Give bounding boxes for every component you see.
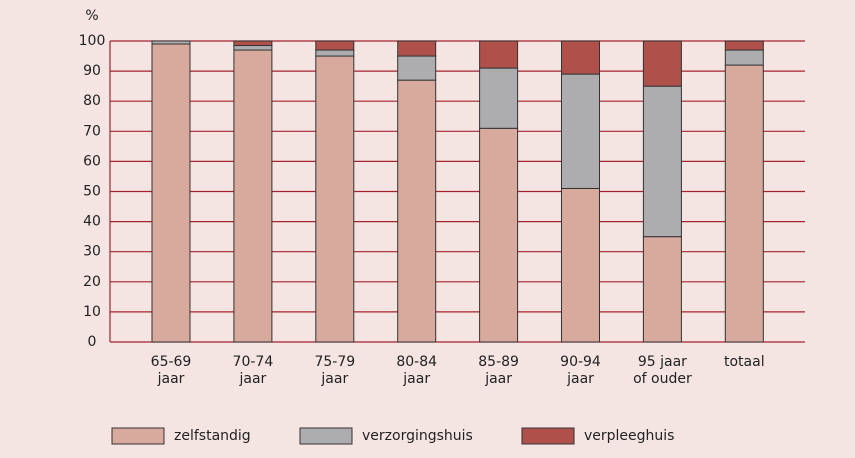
legend-swatch [522, 428, 574, 444]
y-tick-label: 80 [83, 93, 101, 109]
bar-segment [152, 44, 190, 342]
y-axis-label: % [85, 8, 98, 24]
x-tick-label: totaal [724, 354, 765, 370]
bar-segment [725, 65, 763, 342]
x-tick-label-line: 90-94 [560, 354, 601, 370]
bar-segment [398, 41, 436, 56]
x-tick-label-line: 85-89 [478, 354, 519, 370]
y-tick-label: 10 [83, 304, 101, 320]
y-tick-label: 20 [83, 274, 101, 290]
x-tick-label-line: jaar [238, 371, 266, 387]
bar-segment [562, 188, 600, 342]
bar-segment [152, 41, 190, 44]
y-tick-label: 0 [88, 334, 97, 350]
chart: % 010203040506070809010065-69jaar70-74ja… [0, 0, 855, 458]
bar-segment [234, 41, 272, 46]
y-tick-label: 40 [83, 214, 101, 230]
bar-segment [643, 86, 681, 237]
x-tick-label-line: 70-74 [233, 354, 274, 370]
x-tick-label-line: totaal [724, 354, 765, 370]
x-tick-label-line: 75-79 [314, 354, 355, 370]
y-tick-label: 50 [83, 184, 101, 200]
legend-label: verzorgingshuis [362, 428, 473, 444]
bar-segment [562, 74, 600, 188]
bar-segment [480, 41, 518, 68]
y-tick-label: 100 [79, 33, 106, 49]
y-tick-label: 60 [83, 153, 101, 169]
x-tick-label-line: jaar [320, 371, 348, 387]
legend-label: zelfstandig [174, 428, 251, 444]
x-tick-label-line: of ouder [633, 371, 692, 387]
legend-swatch [112, 428, 164, 444]
x-tick-label-line: 80-84 [396, 354, 437, 370]
bar-segment [725, 41, 763, 50]
y-tick-label: 30 [83, 244, 101, 260]
bar-segment [480, 128, 518, 342]
bar-segment [316, 50, 354, 56]
x-tick-label-line: 95 jaar [638, 354, 687, 370]
y-tick-label: 90 [83, 63, 101, 79]
bar-segment [234, 46, 272, 51]
bar-segment [643, 41, 681, 86]
bar-segment [316, 41, 354, 50]
x-tick-label-line: jaar [484, 371, 512, 387]
bar-segment [316, 56, 354, 342]
bar-segment [725, 50, 763, 65]
x-tick-label-line: jaar [402, 371, 430, 387]
x-tick-label-line: 65-69 [151, 354, 192, 370]
bar-segment [398, 80, 436, 342]
legend-label: verpleeghuis [584, 428, 674, 444]
bar-segment [234, 50, 272, 342]
x-tick-label-line: jaar [566, 371, 594, 387]
y-tick-label: 70 [83, 123, 101, 139]
legend-swatch [300, 428, 352, 444]
bar-segment [398, 56, 436, 80]
bar-segment [480, 68, 518, 128]
bar-segment [562, 41, 600, 74]
bar-segment [643, 237, 681, 342]
x-tick-label-line: jaar [157, 371, 185, 387]
